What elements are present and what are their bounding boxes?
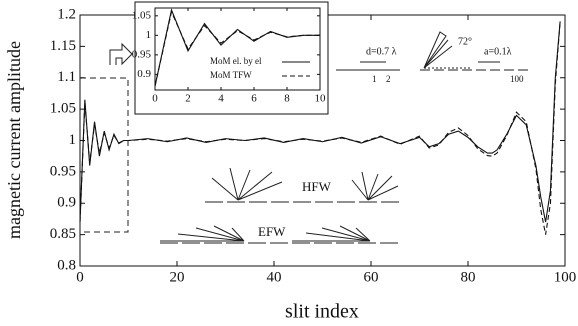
series-line [79,21,561,235]
x-tick-label: 40 [267,269,282,285]
y-axis-label: magnetic current amplitude [4,41,24,239]
x-tick-label: 2 [185,92,191,104]
legend-label: MoM el. by el [210,56,262,66]
x-tick-label: 0 [76,269,84,285]
y-tick-label: 0.95 [132,48,152,60]
series-line [154,10,320,87]
annotation: 2 [386,74,391,84]
y-tick-label: 0.9 [57,195,76,211]
y-tick-label: 1 [69,132,77,148]
y-tick-label: 0.85 [50,226,76,242]
y-tick-label: 1.05 [132,9,152,21]
x-tick-label: 10 [315,92,327,104]
zoom-box [80,77,129,233]
zoom-arrow [109,42,133,66]
legend-label: MoM TFW [210,70,252,80]
y-tick-label: 0.9 [137,68,151,80]
annotation: 100 [510,74,524,84]
x-axis-label: slit index [285,301,359,323]
x-tick-label: 80 [461,269,476,285]
y-tick-label: 1 [146,29,152,41]
array-diagram [336,31,528,71]
efw-diagram [160,225,398,244]
x-tick-label: 4 [218,92,224,104]
inset-background [134,1,329,115]
annotation: 72° [458,36,472,47]
y-tick-label: 0.8 [57,257,76,273]
hfw-diagram [205,167,402,203]
x-tick-label: 100 [554,269,577,285]
annotation: a=0.1λ [484,46,512,57]
y-tick-label: 0.95 [50,163,76,179]
x-tick-label: 8 [284,92,290,104]
y-tick-label: 1.15 [50,38,76,54]
annotation: HFW [302,179,332,194]
annotation: d=0.7 λ [366,46,397,57]
x-tick-label: 20 [170,269,185,285]
x-tick-label: 6 [251,92,257,104]
x-tick-label: 0 [152,92,158,104]
annotation: EFW [258,224,286,239]
annotation: 1 [372,74,377,84]
y-tick-label: 1.1 [57,69,76,85]
y-tick-label: 1.05 [50,101,76,117]
plot-frame [154,7,321,91]
x-tick-label: 60 [364,269,379,285]
y-tick-label: 1.2 [57,6,76,22]
